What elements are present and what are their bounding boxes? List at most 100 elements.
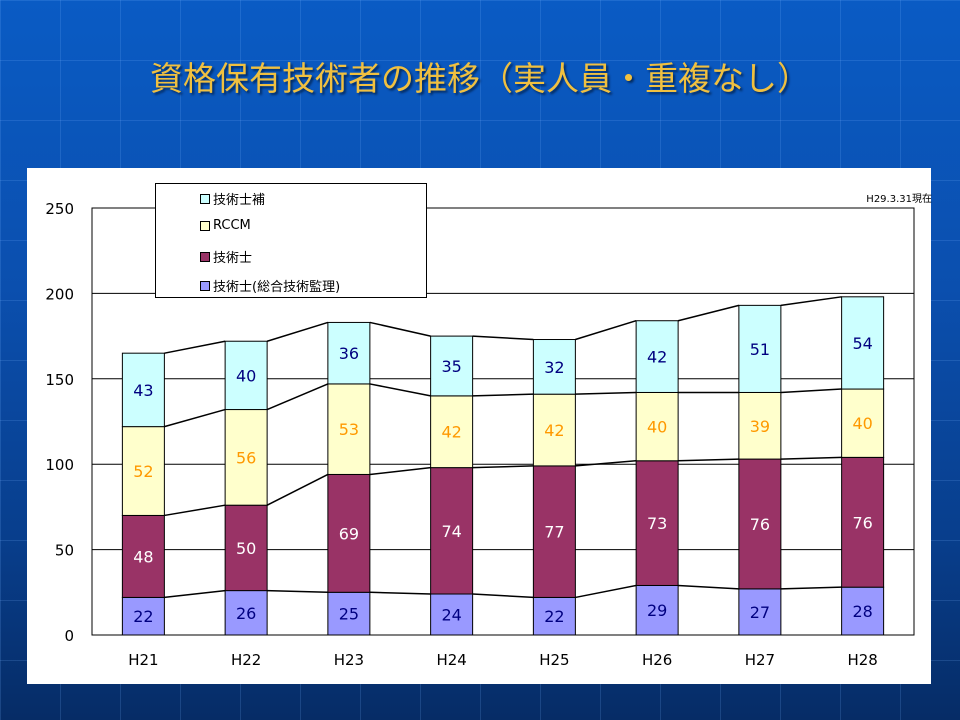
series-line xyxy=(369,466,431,476)
series-line xyxy=(266,321,329,342)
bar-segment xyxy=(224,590,268,636)
bar-segment xyxy=(635,391,679,462)
legend-swatch xyxy=(200,280,210,291)
data-label: 40 xyxy=(236,366,256,385)
bar-segment xyxy=(738,588,782,636)
bar-segment xyxy=(121,596,165,636)
x-tick-label: H28 xyxy=(847,651,877,669)
x-tick-label: H25 xyxy=(539,651,569,669)
legend-item: RCCM xyxy=(200,218,251,233)
bar-segment xyxy=(841,296,885,390)
legend-item: 技術士補 xyxy=(200,189,265,208)
bar-segment xyxy=(327,321,371,385)
data-label: 27 xyxy=(750,603,770,622)
series-line xyxy=(164,589,226,599)
x-tick-label: H27 xyxy=(745,651,775,669)
bar-segment xyxy=(121,514,165,598)
y-tick-label: 100 xyxy=(45,456,74,474)
legend-label: 技術士(総合技術監理) xyxy=(213,280,341,295)
data-label: 76 xyxy=(750,515,770,534)
bar-segment xyxy=(532,596,576,636)
data-label: 22 xyxy=(544,607,564,626)
bar-segment xyxy=(327,591,371,636)
series-line xyxy=(575,584,637,599)
data-label: 76 xyxy=(852,513,872,532)
bar-segment xyxy=(327,383,371,475)
data-label: 74 xyxy=(441,522,461,541)
data-label: 42 xyxy=(544,421,564,440)
series-line xyxy=(677,304,740,322)
series-line xyxy=(369,591,431,595)
legend-swatch xyxy=(200,193,210,204)
legend-swatch xyxy=(200,251,210,262)
y-tick-label: 0 xyxy=(64,627,74,645)
series-line xyxy=(780,388,842,394)
x-tick-label: H22 xyxy=(231,651,261,669)
data-label: 26 xyxy=(236,604,256,623)
series-line xyxy=(267,589,328,594)
data-label: 40 xyxy=(852,414,872,433)
series-line xyxy=(678,584,739,590)
data-label: 43 xyxy=(133,381,153,400)
y-tick-label: 150 xyxy=(45,371,74,389)
series-line xyxy=(369,321,431,337)
data-label: 39 xyxy=(750,417,770,436)
data-label: 32 xyxy=(544,358,564,377)
bar-segment xyxy=(532,339,576,395)
slide-title: 資格保有技術者の推移（実人員・重複なし） xyxy=(150,59,810,98)
x-tick-label: H24 xyxy=(436,651,466,669)
data-label: 52 xyxy=(133,462,153,481)
series-line xyxy=(780,586,842,590)
data-label: 29 xyxy=(647,601,667,620)
bar-segment xyxy=(327,473,371,593)
series-line xyxy=(164,504,226,517)
data-label: 53 xyxy=(339,420,359,439)
series-line xyxy=(575,460,637,467)
legend-swatch xyxy=(200,220,210,231)
x-tick-label: H23 xyxy=(334,651,364,669)
y-tick-label: 200 xyxy=(45,285,74,303)
data-label: 28 xyxy=(852,602,872,621)
series-line xyxy=(472,393,534,397)
bar-segment xyxy=(224,340,268,411)
data-label: 24 xyxy=(441,606,461,625)
series-line xyxy=(780,456,842,460)
data-label: 40 xyxy=(647,418,667,437)
bar-segment xyxy=(635,584,679,636)
x-tick-label: H26 xyxy=(642,651,672,669)
bar-segment xyxy=(841,456,885,588)
series-line xyxy=(575,320,637,341)
legend-item: 技術士(総合技術監理) xyxy=(200,276,340,295)
y-tick-label: 50 xyxy=(55,542,74,560)
y-tick-label: 250 xyxy=(45,200,74,218)
series-line xyxy=(678,458,739,462)
series-line xyxy=(472,593,534,599)
series-line xyxy=(472,335,534,341)
data-label: 48 xyxy=(133,547,153,566)
as-of-note: H29.3.31現在 xyxy=(866,194,932,205)
data-label: 54 xyxy=(852,334,872,353)
bar-segment xyxy=(635,460,679,586)
bar-segment xyxy=(635,320,679,393)
series-line xyxy=(575,391,637,395)
legend: 技術士補 RCCM 技術士技術士(総合技術監理) xyxy=(155,183,427,298)
bar-segment xyxy=(121,352,165,428)
data-label: 56 xyxy=(236,448,256,467)
series-line xyxy=(369,383,431,397)
bar-segment xyxy=(430,467,474,595)
data-label: 50 xyxy=(236,539,256,558)
series-line xyxy=(164,408,226,428)
data-label: 35 xyxy=(441,357,461,376)
series-line xyxy=(266,473,329,506)
legend-item: 技術士 xyxy=(200,247,252,266)
series-line xyxy=(472,465,534,469)
data-label: 51 xyxy=(750,340,770,359)
bar-segment xyxy=(841,388,885,458)
legend-label: 技術士 xyxy=(213,251,253,266)
bar-segment xyxy=(430,395,474,469)
series-line xyxy=(266,383,329,411)
bar-segment xyxy=(841,586,885,636)
series-line xyxy=(780,296,842,307)
data-label: 69 xyxy=(339,524,359,543)
